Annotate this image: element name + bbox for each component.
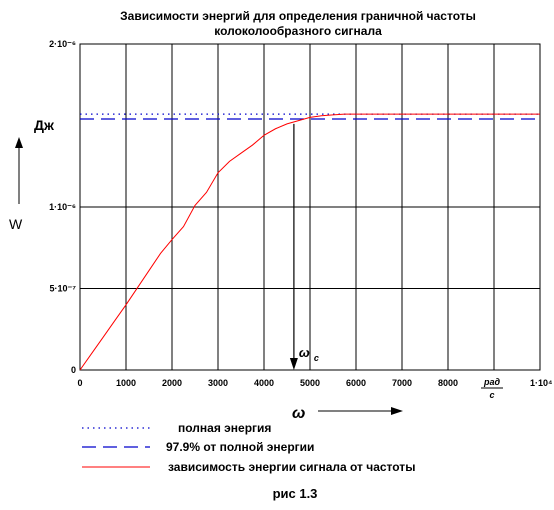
x-axis-arrowhead (391, 407, 403, 415)
x-tick-label: 7000 (392, 378, 412, 388)
y-unit-label: Дж (34, 117, 55, 133)
chart-title-line1: Зависимости энергий для определения гран… (120, 9, 476, 23)
y-axis-arrowhead (15, 137, 23, 148)
y-tick-label: 5·10⁻⁷ (50, 284, 77, 294)
grid-horizontal (80, 206, 540, 289)
y-tick-label: 1·10⁻⁶ (49, 202, 76, 212)
x-tick-label: 0 (77, 378, 82, 388)
x-tick-label: 2000 (162, 378, 182, 388)
x-tick-label: 6000 (346, 378, 366, 388)
legend-label-curve: зависимость энергии сигнала от частоты (168, 460, 415, 474)
x-unit-denominator: с (489, 390, 494, 400)
series-line-2 (79, 113, 356, 371)
y-tick-labels: 0 5·10⁻⁷ 1·10⁻⁶ 2·10⁻⁶ (49, 39, 76, 375)
x-tick-label: 5000 (300, 378, 320, 388)
marker-arrowhead (289, 358, 298, 370)
x-tick-label: 8000 (438, 378, 458, 388)
legend-label-total: полная энергия (178, 421, 271, 435)
x-axis-label: ω (292, 405, 305, 422)
x-unit-numerator: рад (483, 377, 501, 387)
y-tick-label: 0 (71, 365, 76, 375)
x-tick-label: 4000 (254, 378, 274, 388)
marker-subscript: c (314, 353, 319, 363)
chart-title-line2: колоколообразного сигнала (214, 24, 382, 38)
figure-caption: рис 1.3 (273, 486, 318, 501)
y-tick-label: 2·10⁻⁶ (49, 39, 76, 49)
legend-label-979: 97.9% от полной энергии (166, 440, 314, 454)
legend: полная энергия 97.9% от полной энергии з… (82, 421, 415, 474)
marker-label: ω (299, 345, 310, 360)
x-tick-label: 1000 (116, 378, 136, 388)
x-tick-label: 1·10⁴ (530, 378, 552, 388)
x-tick-labels: 0 1000 2000 3000 4000 5000 6000 7000 8000 1·10⁴ (77, 378, 552, 388)
y-axis-label: W (9, 216, 23, 232)
x-tick-label: 3000 (208, 378, 228, 388)
